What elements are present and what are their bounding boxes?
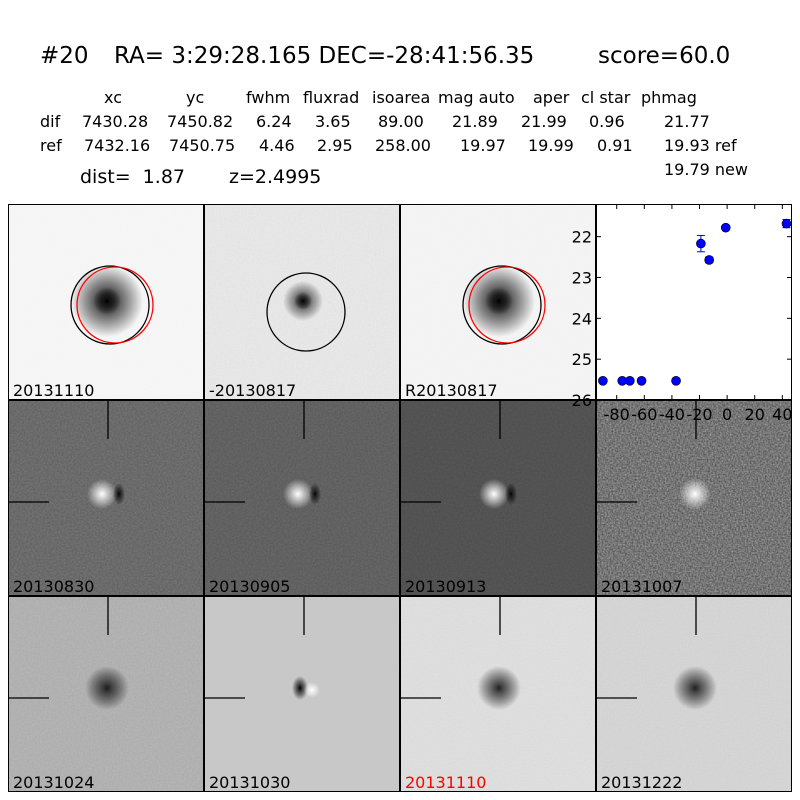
image-stamp: 20131030 bbox=[204, 596, 400, 792]
redshift-value: z=2.4995 bbox=[229, 166, 322, 188]
plot-frame bbox=[596, 204, 792, 400]
aperture-circle-black bbox=[462, 265, 542, 345]
table-cell: 89.00 bbox=[378, 112, 424, 131]
phmag-new: 19.79 new bbox=[664, 160, 748, 179]
table-cell: 19.93 ref bbox=[664, 136, 737, 155]
data-point bbox=[636, 376, 647, 386]
stamp-date-label: 20130830 bbox=[13, 577, 95, 596]
column-header: aper bbox=[533, 88, 570, 107]
x-tick-label: 40 bbox=[772, 405, 792, 424]
table-cell: 3.65 bbox=[315, 112, 351, 131]
table-cell: 0.91 bbox=[597, 136, 633, 155]
stamp-date-label: 20131110 bbox=[405, 773, 487, 792]
x-tick-label: -80 bbox=[604, 405, 630, 424]
column-header: phmag bbox=[641, 88, 697, 107]
x-tick-label: -20 bbox=[686, 405, 712, 424]
y-tick-label: 26 bbox=[572, 391, 592, 410]
image-stamp: 20131222 bbox=[596, 596, 792, 792]
column-header: isoarea bbox=[372, 88, 431, 107]
table-cell: 19.99 bbox=[528, 136, 574, 155]
table-cell: 19.97 bbox=[460, 136, 506, 155]
data-point bbox=[598, 376, 608, 386]
y-tick-label: 25 bbox=[572, 350, 592, 369]
data-point bbox=[704, 255, 714, 265]
image-stamp: 20131024 bbox=[8, 596, 204, 792]
stamp-date-label: R20130817 bbox=[405, 381, 498, 400]
stamp-date-label: 20131222 bbox=[601, 773, 683, 792]
object-coords: RA= 3:29:28.165 DEC=-28:41:56.35 bbox=[114, 43, 535, 69]
aperture-circle-black bbox=[70, 265, 150, 345]
dist-value: dist= 1.87 bbox=[80, 166, 185, 188]
image-stamp: 20131110 bbox=[400, 596, 596, 792]
table-cell: 21.99 bbox=[521, 112, 567, 131]
table-cell: 7450.82 bbox=[167, 112, 234, 131]
stamp-date-label: 20131030 bbox=[209, 773, 291, 792]
column-header: mag auto bbox=[438, 88, 515, 107]
image-stamp: 20130905 bbox=[204, 400, 400, 596]
table-cell: 21.77 bbox=[664, 112, 710, 131]
stamp-date-label: 20131110 bbox=[13, 381, 95, 400]
image-stamp: R20130817 bbox=[400, 204, 596, 400]
column-header: yc bbox=[186, 88, 205, 107]
table-cell: 7432.16 bbox=[84, 136, 151, 155]
stamp-date-label: 20130913 bbox=[405, 577, 487, 596]
image-stamp: 20130830 bbox=[8, 400, 204, 596]
data-point bbox=[720, 222, 731, 233]
y-tick-label: 23 bbox=[572, 269, 592, 288]
column-header: xc bbox=[104, 88, 122, 107]
image-stamp: -20130817 bbox=[204, 204, 400, 400]
data-point bbox=[671, 376, 681, 386]
y-tick-label: 24 bbox=[572, 309, 592, 328]
data-point bbox=[781, 218, 792, 229]
row-label: ref bbox=[40, 136, 62, 155]
table-cell: 0.96 bbox=[589, 112, 625, 131]
image-stamp: 20130913 bbox=[400, 400, 596, 596]
stamp-date-label: 20131024 bbox=[13, 773, 95, 792]
table-cell: 7450.75 bbox=[169, 136, 236, 155]
table-cell: 6.24 bbox=[256, 112, 292, 131]
table-cell: 4.46 bbox=[259, 136, 295, 155]
data-point bbox=[696, 238, 706, 249]
x-tick-label: 0 bbox=[722, 405, 732, 424]
image-stamp: 20131007 bbox=[596, 400, 792, 596]
x-tick-label: 20 bbox=[745, 405, 765, 424]
table-cell: 7430.28 bbox=[82, 112, 149, 131]
image-stamp: 20131110 bbox=[8, 204, 204, 400]
aperture-circle-red bbox=[76, 266, 154, 344]
x-tick-label: -60 bbox=[631, 405, 657, 424]
table-cell: 21.89 bbox=[452, 112, 498, 131]
stamp-date-label: 20131007 bbox=[601, 577, 683, 596]
data-point bbox=[625, 376, 635, 386]
column-header: fluxrad bbox=[303, 88, 360, 107]
aperture-circle-black bbox=[266, 272, 346, 352]
light-curve-plot: -80 -60 -40 -20 0 20 40 22 23 24 25 26 bbox=[572, 204, 793, 424]
column-header: cl star bbox=[581, 88, 631, 107]
stamp-date-label: -20130817 bbox=[209, 381, 297, 400]
table-cell: 2.95 bbox=[317, 136, 353, 155]
y-tick-label: 22 bbox=[572, 228, 592, 247]
object-id: #20 bbox=[40, 43, 89, 69]
stamp-date-label: 20130905 bbox=[209, 577, 291, 596]
table-cell: 258.00 bbox=[375, 136, 431, 155]
aperture-circle-red bbox=[468, 266, 546, 344]
x-tick-label: -40 bbox=[659, 405, 685, 424]
column-header: fwhm bbox=[246, 88, 291, 107]
row-label: dif bbox=[40, 112, 61, 131]
object-score: score=60.0 bbox=[598, 43, 731, 69]
